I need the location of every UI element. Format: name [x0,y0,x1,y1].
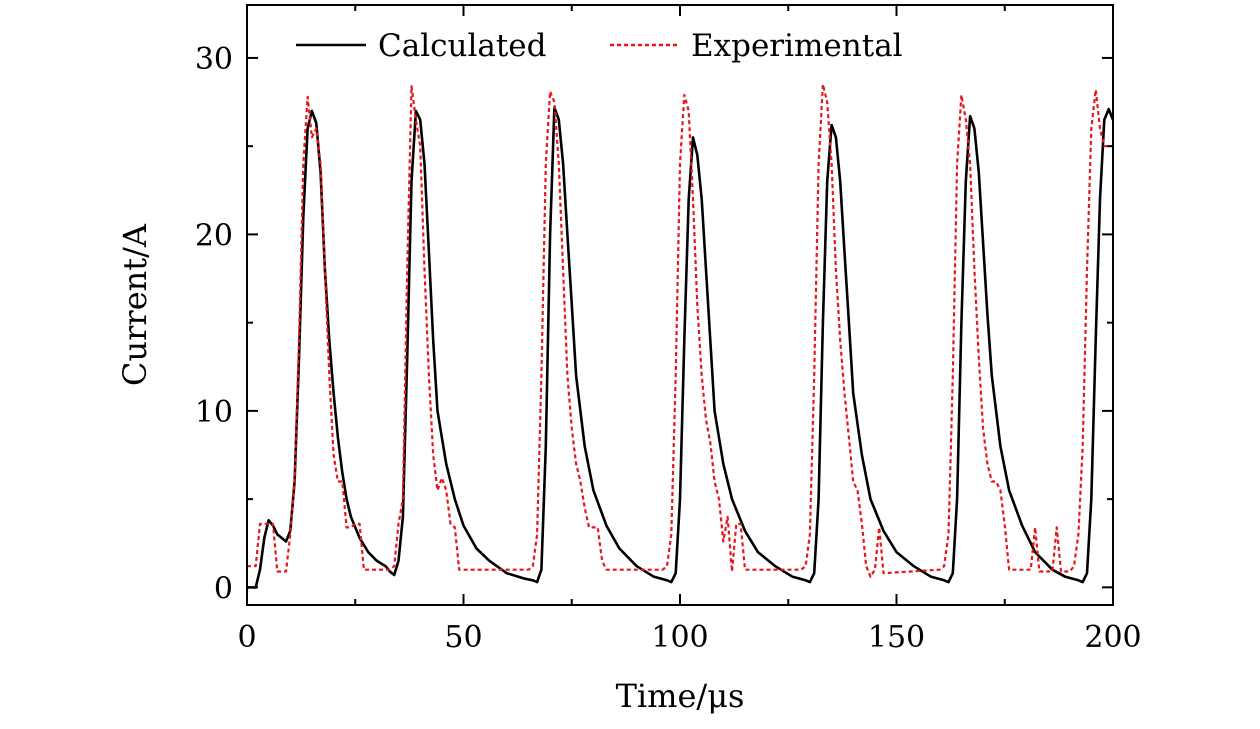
x-tick-label: 0 [237,620,256,655]
legend-label-experimental: Experimental [691,28,903,64]
x-tick-label: 150 [868,620,925,655]
x-tick-label: 200 [1084,620,1141,655]
y-tick-label: 10 [195,395,233,430]
x-tick-label: 100 [651,620,708,655]
y-tick-label: 30 [195,42,233,77]
legend: Calculated Experimental [296,28,903,64]
ticks-layer: 0 50 100 150 200 0 10 20 30 [195,5,1142,655]
y-tick-label: 0 [214,571,233,606]
series-line-experimental [247,83,1113,578]
x-tick-label: 50 [444,620,482,655]
x-axis-title: Time/μs [616,677,745,715]
y-axis-title: Current/A [116,223,154,386]
y-tick-label: 20 [195,218,233,253]
series-layer [247,83,1115,589]
legend-label-calculated: Calculated [378,28,547,64]
series-line-calculated [247,106,1115,589]
